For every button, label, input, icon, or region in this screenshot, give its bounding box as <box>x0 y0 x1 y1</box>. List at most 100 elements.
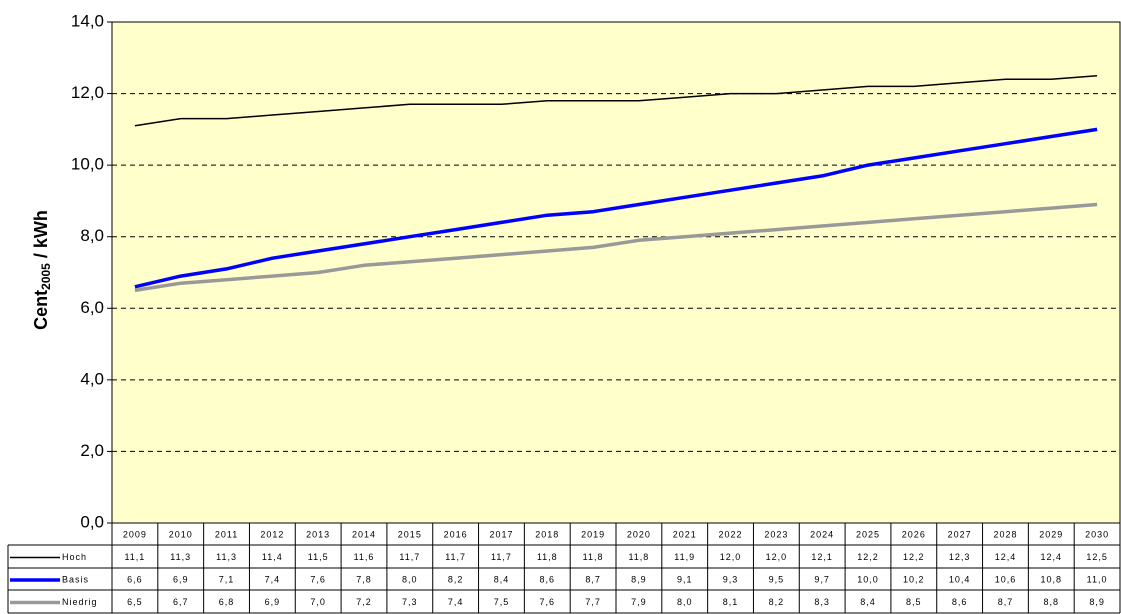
table-value: 7,3 <box>402 597 418 607</box>
table-value: 7,2 <box>356 597 372 607</box>
x-tick-label: 2011 <box>215 529 238 539</box>
x-tick-label: 2014 <box>352 529 376 539</box>
table-value: 8,6 <box>540 574 556 584</box>
legend-label: Basis <box>62 574 89 584</box>
table-value: 12,1 <box>811 552 833 562</box>
table-value: 8,4 <box>494 574 510 584</box>
y-tick-label: 4,0 <box>80 369 104 388</box>
legend-label: Niedrig <box>62 597 98 607</box>
table-value: 8,7 <box>998 597 1014 607</box>
x-tick-label: 2012 <box>260 529 284 539</box>
table-value: 8,2 <box>448 574 464 584</box>
table-value: 12,0 <box>720 552 742 562</box>
table-value: 8,1 <box>723 597 739 607</box>
series-line <box>134 74 1098 127</box>
table-value: 7,5 <box>494 597 510 607</box>
table-value: 7,6 <box>540 597 556 607</box>
x-tick-label: 2027 <box>948 529 972 539</box>
table-value: 9,5 <box>769 574 785 584</box>
x-tick-label: 2028 <box>993 529 1017 539</box>
table-value: 8,8 <box>1044 597 1060 607</box>
series-line <box>134 202 1098 293</box>
x-tick-label: 2019 <box>581 529 605 539</box>
table-value: 8,9 <box>631 574 647 584</box>
table-value: 11,1 <box>124 552 145 562</box>
table-value: 12,4 <box>1041 552 1063 562</box>
table-value: 6,8 <box>219 597 235 607</box>
table-value: 6,9 <box>173 574 189 584</box>
x-tick-label: 2020 <box>627 529 651 539</box>
table-value: 6,5 <box>127 597 143 607</box>
table-value: 9,1 <box>677 574 693 584</box>
table-value: 7,4 <box>448 597 464 607</box>
y-tick-label: 10,0 <box>71 155 104 174</box>
y-label-main: Cent <box>31 290 51 330</box>
table-value: 11,3 <box>170 552 191 562</box>
table-value: 12,2 <box>903 552 925 562</box>
y-label-suffix: / kWh <box>31 210 51 263</box>
table-value: 11,8 <box>583 552 604 562</box>
table-value: 8,7 <box>585 574 601 584</box>
table-value: 10,2 <box>903 574 925 584</box>
table-value: 8,6 <box>952 597 968 607</box>
table-value: 7,6 <box>310 574 326 584</box>
table-value: 8,2 <box>769 597 785 607</box>
table-value: 7,8 <box>356 574 372 584</box>
y-tick-label: 6,0 <box>80 298 104 317</box>
table-value: 8,4 <box>860 597 876 607</box>
table-value: 6,9 <box>265 597 281 607</box>
table-value: 10,6 <box>995 574 1017 584</box>
table-value: 11,4 <box>262 552 283 562</box>
table-value: 8,0 <box>677 597 693 607</box>
table-value: 12,2 <box>857 552 879 562</box>
table-value: 6,7 <box>173 597 189 607</box>
x-tick-label: 2018 <box>535 529 559 539</box>
x-tick-label: 2030 <box>1085 529 1109 539</box>
x-tick-label: 2009 <box>123 529 147 539</box>
table-value: 8,3 <box>814 597 830 607</box>
x-tick-label: 2013 <box>306 529 330 539</box>
x-tick-label: 2022 <box>719 529 743 539</box>
table-value: 7,9 <box>631 597 647 607</box>
x-tick-label: 2021 <box>673 529 697 539</box>
table-value: 9,7 <box>814 574 830 584</box>
plot-area <box>111 21 1121 524</box>
table-value: 11,6 <box>354 552 375 562</box>
table-value: 7,4 <box>265 574 281 584</box>
y-axis-label: Cent2005 / kWh <box>31 210 53 330</box>
y-label-sub: 2005 <box>39 263 53 290</box>
y-tick-label: 12,0 <box>71 83 104 102</box>
table-value: 12,5 <box>1086 552 1108 562</box>
x-tick-label: 2026 <box>902 529 926 539</box>
table-value: 11,9 <box>674 552 695 562</box>
x-tick-label: 2024 <box>810 529 834 539</box>
table-value: 6,6 <box>127 574 143 584</box>
table-value: 11,7 <box>399 552 420 562</box>
table-value: 11,0 <box>1087 574 1108 584</box>
x-tick-label: 2025 <box>856 529 880 539</box>
x-tick-label: 2016 <box>444 529 468 539</box>
table-value: 10,0 <box>857 574 879 584</box>
x-tick-label: 2023 <box>764 529 788 539</box>
legend-label: Hoch <box>62 552 87 562</box>
table-value: 7,1 <box>219 574 235 584</box>
x-tick-label: 2010 <box>169 529 193 539</box>
table-value: 12,4 <box>995 552 1017 562</box>
table-value: 8,9 <box>1089 597 1105 607</box>
table-value: 11,7 <box>445 552 466 562</box>
table-value: 11,8 <box>628 552 649 562</box>
table-value: 10,8 <box>1041 574 1063 584</box>
table-value: 7,7 <box>585 597 601 607</box>
y-tick-label: 14,0 <box>71 11 104 30</box>
table-value: 12,3 <box>949 552 971 562</box>
x-tick-label: 2015 <box>398 529 422 539</box>
series-line <box>134 127 1098 289</box>
y-tick-label: 0,0 <box>80 512 104 531</box>
table-value: 12,0 <box>766 552 788 562</box>
table-value: 8,0 <box>402 574 418 584</box>
y-tick-label: 2,0 <box>80 441 104 460</box>
table-value: 11,3 <box>216 552 237 562</box>
table-value: 10,4 <box>949 574 971 584</box>
x-tick-label: 2029 <box>1039 529 1063 539</box>
